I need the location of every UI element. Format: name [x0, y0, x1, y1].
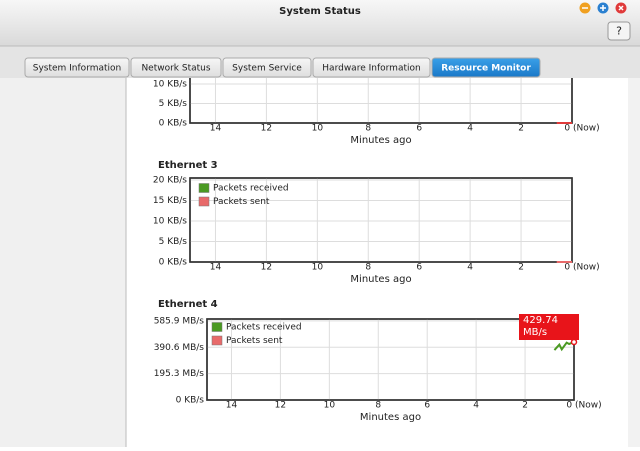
- title-bar: [0, 0, 640, 46]
- x-axis-label: Minutes ago: [350, 135, 411, 146]
- legend-swatch: [211, 322, 223, 332]
- window-controls[interactable]: [579, 2, 627, 14]
- help-label[interactable]: ?: [616, 25, 622, 38]
- scrollbar[interactable]: [628, 78, 640, 447]
- sidebar: [0, 78, 126, 447]
- tab-label[interactable]: Resource Monitor: [441, 64, 531, 74]
- x-tick-label: 14: [226, 401, 238, 411]
- x-tick-label: 6: [416, 124, 422, 134]
- tab-label[interactable]: System Service: [232, 64, 302, 74]
- y-tick-label: 390.6 MB/s: [154, 343, 205, 353]
- legend-swatch: [211, 335, 223, 346]
- x-tick-label: 8: [365, 124, 371, 134]
- x-tick-label: 4: [467, 263, 473, 273]
- value-tooltip: 429.74 MB/s: [519, 313, 579, 340]
- x-tick-label: 10: [312, 263, 324, 273]
- charts: 14 12 10 8 6 4 2 0 (Now) 0 KB/s 5 KB/s 10 KB/s Minu…: [153, 59, 602, 423]
- y-tick-label: 10 KB/s: [153, 80, 187, 90]
- x-tick-label: 12: [275, 401, 286, 411]
- tab-label[interactable]: Network Status: [141, 64, 210, 74]
- chart-title: Ethernet 3: [158, 160, 218, 171]
- legend-label: Packets sent: [226, 336, 283, 346]
- legend-swatch: [198, 196, 210, 207]
- x-tick-label: 10: [312, 124, 324, 134]
- point-marker: [570, 338, 578, 346]
- y-tick-label: 15 KB/s: [153, 196, 187, 206]
- y-tick-label: 0 KB/s: [176, 396, 205, 406]
- series-line: [553, 341, 575, 352]
- y-tick-label: 10 KB/s: [153, 217, 187, 227]
- x-tick-label: 0 (Now): [564, 263, 599, 273]
- x-tick-label: 2: [522, 401, 528, 411]
- x-tick-label: 8: [365, 263, 371, 273]
- y-tick-label: 20 KB/s: [153, 176, 187, 186]
- x-tick-label: 14: [210, 124, 222, 134]
- plot-area: [189, 177, 573, 263]
- x-tick-label: 4: [473, 401, 479, 411]
- x-tick-label: 12: [261, 263, 272, 273]
- legend-label: Packets sent: [213, 197, 270, 207]
- x-tick-label: 8: [375, 401, 381, 411]
- tab[interactable]: [130, 57, 222, 78]
- tab[interactable]: [222, 57, 312, 78]
- x-axis-label: Minutes ago: [360, 412, 421, 423]
- tab[interactable]: [431, 57, 541, 78]
- x-tick-label: 6: [424, 401, 430, 411]
- icon: [600, 5, 606, 11]
- tab[interactable]: [312, 57, 431, 78]
- window-title: System Status: [279, 6, 361, 17]
- tab[interactable]: [24, 57, 130, 78]
- tab-label[interactable]: System Information: [33, 64, 122, 74]
- x-tick-label: 2: [518, 263, 524, 273]
- watermark: © Electronhouse.ru: [501, 422, 619, 436]
- tab-label[interactable]: Hardware Information: [322, 64, 420, 74]
- x-tick-label: 0 (Now): [566, 401, 601, 411]
- x-tick-label: 6: [416, 263, 422, 273]
- legend-label: Packets received: [226, 323, 302, 333]
- y-tick-label: 585.9 MB/s: [154, 316, 205, 326]
- tabs: System Information Network Status System S…: [24, 57, 541, 78]
- y-tick-label: 5 KB/s: [159, 237, 188, 247]
- plot-border: [189, 177, 573, 263]
- help-button[interactable]: [607, 21, 631, 41]
- plot-border: [206, 318, 575, 401]
- y-tick-label: 0 KB/s: [159, 119, 188, 129]
- x-tick-label: 10: [324, 401, 336, 411]
- icon: [618, 5, 624, 11]
- x-axis-label: Minutes ago: [350, 274, 411, 285]
- x-tick-label: 12: [261, 124, 272, 134]
- chart-title: Ethernet 4: [158, 299, 218, 310]
- x-tick-label: 4: [467, 124, 473, 134]
- y-tick-label: 0 KB/s: [159, 258, 188, 268]
- y-tick-label: 5 KB/s: [159, 99, 188, 109]
- x-tick-label: 2: [518, 124, 524, 134]
- x-tick-label: 14: [210, 263, 222, 273]
- x-tick-label: 0 (Now): [564, 124, 599, 134]
- legend-label: Packets received: [213, 184, 289, 194]
- y-tick-label: 195.3 MB/s: [154, 369, 205, 379]
- legend-swatch: [198, 183, 210, 193]
